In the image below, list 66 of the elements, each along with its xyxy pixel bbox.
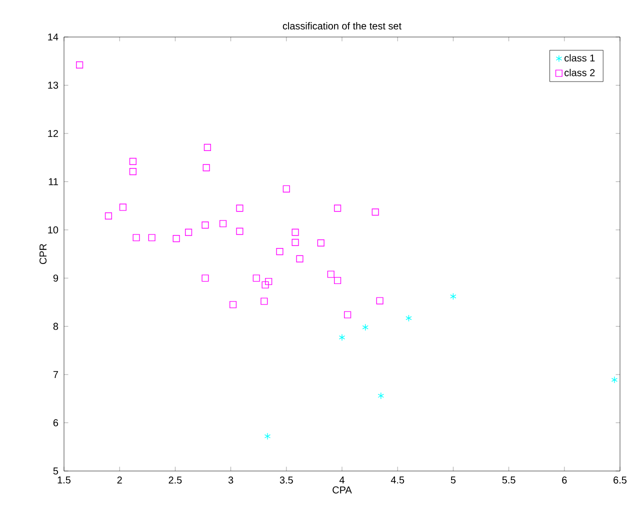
point (317, 239, 324, 246)
legend-label: class 1 (564, 54, 595, 62)
point (376, 297, 384, 304)
y-tick-label: 5 (53, 468, 58, 474)
point (372, 208, 379, 216)
legend-label: class 2 (564, 68, 595, 76)
y-tick-label: 11 (48, 178, 58, 186)
point (129, 158, 136, 165)
point (262, 281, 269, 288)
y-axis-title: CPR (40, 244, 47, 264)
y-tick-label: 6 (53, 419, 58, 426)
point (132, 234, 140, 242)
x-tick-label: 2 (117, 476, 122, 484)
x-tick-label: 3 (228, 476, 234, 484)
point (292, 228, 299, 236)
x-tick-label: 4.5 (390, 476, 404, 484)
x-tick-label: 2.5 (168, 476, 182, 484)
y-tick-label: 13 (48, 82, 58, 89)
point (219, 220, 227, 228)
point (611, 376, 618, 384)
y-tick-label: 12 (48, 130, 58, 137)
point (202, 222, 209, 229)
point (282, 185, 290, 192)
point (362, 324, 368, 331)
point (204, 144, 211, 151)
y-tick-label: 10 (48, 226, 58, 234)
point (276, 248, 284, 256)
point (292, 238, 299, 246)
point (104, 212, 112, 220)
x-axis-title: CPA (332, 486, 352, 494)
point (129, 168, 136, 176)
point (334, 276, 342, 284)
x-tick-label: 1.5 (58, 476, 71, 484)
point (264, 432, 271, 440)
point (378, 392, 384, 400)
point (344, 311, 352, 318)
x-tick-label: 3.5 (280, 476, 293, 484)
x-tick-label: 4 (339, 476, 344, 484)
point (229, 301, 237, 308)
point (260, 298, 268, 305)
point (172, 235, 180, 242)
y-tick-label: 9 (53, 274, 58, 282)
x-tick-label: 6.5 (614, 476, 627, 484)
y-tick-label: 8 (53, 322, 58, 330)
point (296, 255, 304, 262)
chart-title: classification of the test set (282, 22, 402, 30)
point (338, 334, 346, 341)
x-tick-label: 5 (450, 476, 456, 484)
point (406, 314, 412, 322)
point (185, 228, 192, 236)
point (334, 204, 342, 212)
point (236, 228, 244, 235)
point (202, 274, 209, 282)
y-tick-label: 14 (48, 34, 58, 40)
x-tick-label: 5.5 (502, 476, 516, 484)
point (148, 234, 156, 242)
point (76, 61, 84, 69)
x-tick-label: 6 (562, 476, 567, 484)
point (252, 274, 260, 282)
point (450, 292, 456, 300)
point (236, 204, 244, 212)
point (327, 270, 334, 278)
point (119, 204, 126, 211)
point (202, 164, 210, 172)
point (265, 278, 272, 286)
y-tick-label: 7 (53, 371, 58, 378)
